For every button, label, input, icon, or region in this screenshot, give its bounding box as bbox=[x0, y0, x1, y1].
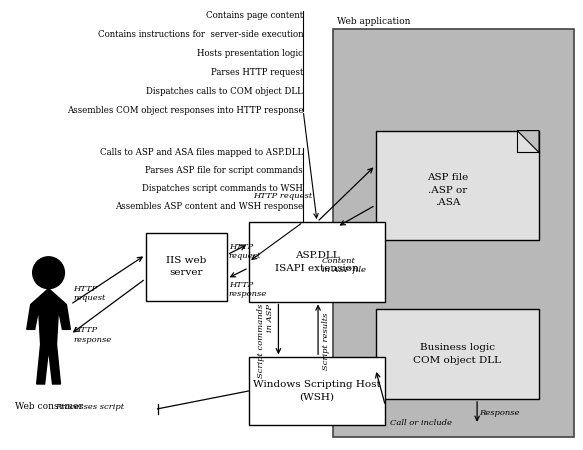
Text: HTTP request: HTTP request bbox=[253, 192, 312, 200]
Text: Processes script: Processes script bbox=[55, 403, 125, 411]
Text: Content
in ASP file: Content in ASP file bbox=[322, 257, 366, 274]
Text: Dispatches script commands to WSH: Dispatches script commands to WSH bbox=[142, 184, 303, 193]
Text: Business logic
COM object DLL: Business logic COM object DLL bbox=[413, 343, 501, 365]
Text: Parses HTTP request: Parses HTTP request bbox=[211, 68, 303, 77]
Text: HTTP
response: HTTP response bbox=[73, 326, 111, 343]
Text: Script results: Script results bbox=[322, 313, 330, 370]
Text: IIS web
server: IIS web server bbox=[166, 256, 206, 278]
Text: Contains page content: Contains page content bbox=[206, 11, 303, 20]
Text: Script commands
in ASP: Script commands in ASP bbox=[257, 304, 275, 378]
Text: Web consumer: Web consumer bbox=[15, 402, 82, 411]
Text: HTTP
response: HTTP response bbox=[229, 281, 267, 298]
Text: Web application: Web application bbox=[337, 17, 410, 26]
Circle shape bbox=[33, 257, 64, 288]
Bar bbox=[333, 29, 574, 436]
Text: Parses ASP file for script commands: Parses ASP file for script commands bbox=[145, 166, 303, 176]
Bar bbox=[375, 130, 539, 240]
Bar bbox=[249, 222, 385, 302]
Text: Calls to ASP and ASA files mapped to ASP.DLL: Calls to ASP and ASA files mapped to ASP… bbox=[100, 148, 303, 157]
Text: Call or include: Call or include bbox=[391, 419, 452, 427]
Text: HTTP
request: HTTP request bbox=[229, 243, 261, 260]
Text: HTTP
request: HTTP request bbox=[73, 285, 106, 302]
Text: Contains instructions for  server-side execution: Contains instructions for server-side ex… bbox=[98, 30, 303, 39]
Text: Dispatches calls to COM object DLL: Dispatches calls to COM object DLL bbox=[146, 87, 303, 96]
Polygon shape bbox=[27, 288, 71, 384]
Bar bbox=[249, 357, 385, 425]
Text: Hosts presentation logic: Hosts presentation logic bbox=[197, 49, 303, 58]
Text: ASP file
.ASP or
.ASA: ASP file .ASP or .ASA bbox=[427, 173, 468, 207]
Text: Assembles ASP content and WSH response: Assembles ASP content and WSH response bbox=[115, 202, 303, 211]
Text: Windows Scripting Host
(WSH): Windows Scripting Host (WSH) bbox=[253, 380, 381, 402]
Text: Assembles COM object responses into HTTP response: Assembles COM object responses into HTTP… bbox=[66, 106, 303, 115]
Bar bbox=[375, 310, 539, 399]
Text: Response: Response bbox=[479, 409, 519, 417]
Bar bbox=[146, 233, 227, 301]
Polygon shape bbox=[517, 130, 539, 153]
Text: ASP.DLL
ISAPI extension: ASP.DLL ISAPI extension bbox=[275, 251, 359, 273]
